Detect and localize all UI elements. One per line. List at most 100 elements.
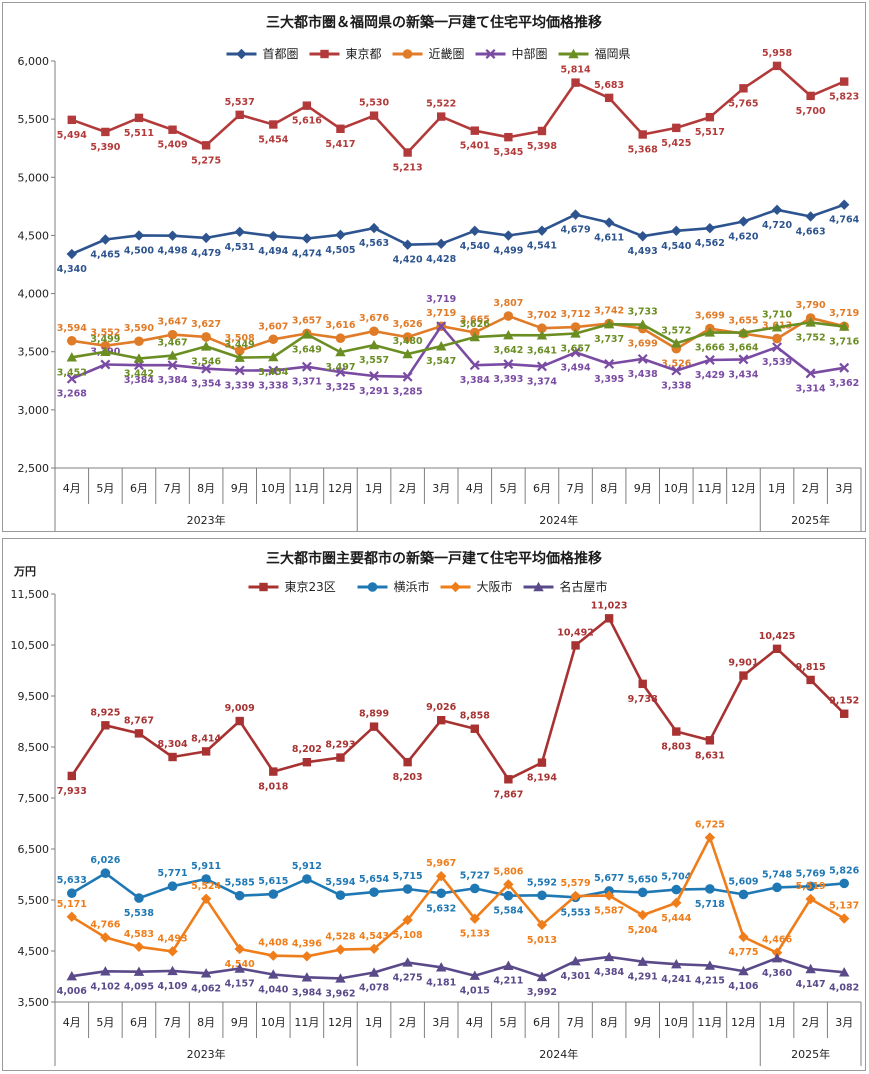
data-point [302, 101, 312, 110]
data-label: 5,592 [527, 877, 557, 888]
data-point [335, 367, 346, 378]
legend-label: 大阪市 [477, 579, 513, 594]
data-label: 4,340 [57, 264, 87, 275]
chart-panel-prefectures: 三大都市圏＆福岡県の新築一戸建て住宅平均価格推移 2,500 3,000 3,500… [2, 2, 866, 532]
x-tick-label: 3月 [432, 482, 450, 495]
data-label: 4,466 [762, 935, 792, 946]
data-label: 9,901 [728, 658, 758, 669]
data-point [570, 209, 581, 220]
data-point [67, 115, 76, 125]
data-point [335, 944, 346, 955]
legend-marker [320, 49, 329, 59]
x-year-label: 2023年 [187, 513, 226, 527]
data-point [604, 93, 614, 103]
data-point [368, 222, 380, 234]
data-point [637, 231, 648, 242]
data-label: 4,109 [158, 981, 188, 992]
data-label: 5,594 [325, 877, 355, 888]
data-point [436, 962, 447, 972]
series-line [71, 955, 845, 980]
data-label: 5,912 [292, 861, 322, 872]
data-label: 4,360 [762, 968, 792, 979]
data-point [772, 333, 782, 344]
x-year-label: 2024年 [539, 513, 578, 527]
data-label: 4,241 [661, 974, 691, 985]
data-point [805, 881, 816, 892]
x-tick-label: 11月 [294, 1016, 319, 1029]
data-label: 3,339 [225, 380, 255, 391]
data-label: 3,655 [728, 316, 758, 327]
data-point [537, 126, 547, 136]
data-point [268, 351, 279, 362]
data-label: 5,826 [829, 865, 859, 876]
series-line [71, 314, 845, 353]
data-point [671, 959, 682, 969]
x-tick-label: 5月 [96, 1016, 114, 1029]
data-label: 3,641 [527, 345, 557, 356]
data-point [738, 354, 749, 365]
data-label: 4,106 [728, 981, 758, 992]
data-point [436, 870, 447, 882]
data-label: 8,018 [258, 782, 288, 793]
data-point [604, 358, 615, 369]
legend-item: 名古屋市 [523, 579, 608, 594]
data-label: 4,157 [225, 978, 255, 989]
data-point [235, 110, 244, 120]
data-label: 4,102 [90, 981, 120, 992]
data-label: 3,454 [258, 367, 288, 378]
data-point [469, 883, 480, 894]
data-label: 9,026 [426, 702, 456, 713]
data-label: 5,579 [561, 878, 591, 889]
data-label: 5,771 [158, 868, 188, 879]
data-point [503, 330, 514, 340]
data-label: 8,899 [359, 709, 389, 720]
y-tick-label: 4,500 [18, 229, 50, 242]
data-point [603, 890, 615, 901]
data-label: 3,647 [158, 317, 188, 328]
data-label: 4,396 [292, 938, 322, 949]
data-label: 3,354 [191, 379, 221, 390]
data-point [369, 326, 379, 337]
data-label: 9,009 [225, 703, 255, 714]
data-label: 8,767 [124, 715, 154, 726]
x-year-label: 2023年 [187, 1047, 226, 1061]
legend-label: 東京23区 [285, 580, 336, 594]
data-point [570, 322, 581, 332]
data-point [738, 889, 749, 900]
legend-marker [236, 48, 247, 60]
data-point [469, 225, 480, 236]
data-label: 5,609 [728, 876, 758, 887]
legend-label: 首都圏 [263, 47, 299, 61]
data-label: 4,275 [393, 972, 423, 983]
x-tick-label: 9月 [231, 482, 249, 495]
data-label: 3,395 [594, 374, 624, 385]
data-point [603, 951, 615, 962]
data-label: 4,764 [829, 215, 859, 226]
data-point [368, 339, 380, 350]
data-point [335, 890, 346, 901]
data-point [503, 359, 514, 370]
y-tick-label: 4,500 [18, 945, 50, 958]
data-label: 3,962 [325, 988, 355, 999]
data-point [704, 327, 716, 337]
data-label: 3,676 [359, 313, 389, 324]
series-line [71, 64, 845, 154]
data-point [739, 84, 748, 93]
y-tick-label: 6,000 [18, 55, 50, 68]
data-point [369, 371, 380, 381]
data-point [200, 893, 212, 904]
data-label: 5,683 [594, 80, 624, 91]
data-label: 4,720 [762, 220, 792, 231]
x-tick-label: 7月 [164, 482, 182, 495]
data-label: 4,493 [628, 246, 658, 257]
data-label: 5,417 [325, 139, 355, 150]
data-label: 3,752 [796, 332, 826, 343]
y-tick-label: 2,500 [18, 462, 50, 475]
data-point [839, 878, 850, 889]
x-tick-label: 7月 [164, 1016, 182, 1029]
data-point [403, 148, 412, 157]
data-point [469, 970, 480, 980]
legend-marker [402, 49, 413, 59]
data-point [536, 361, 547, 372]
